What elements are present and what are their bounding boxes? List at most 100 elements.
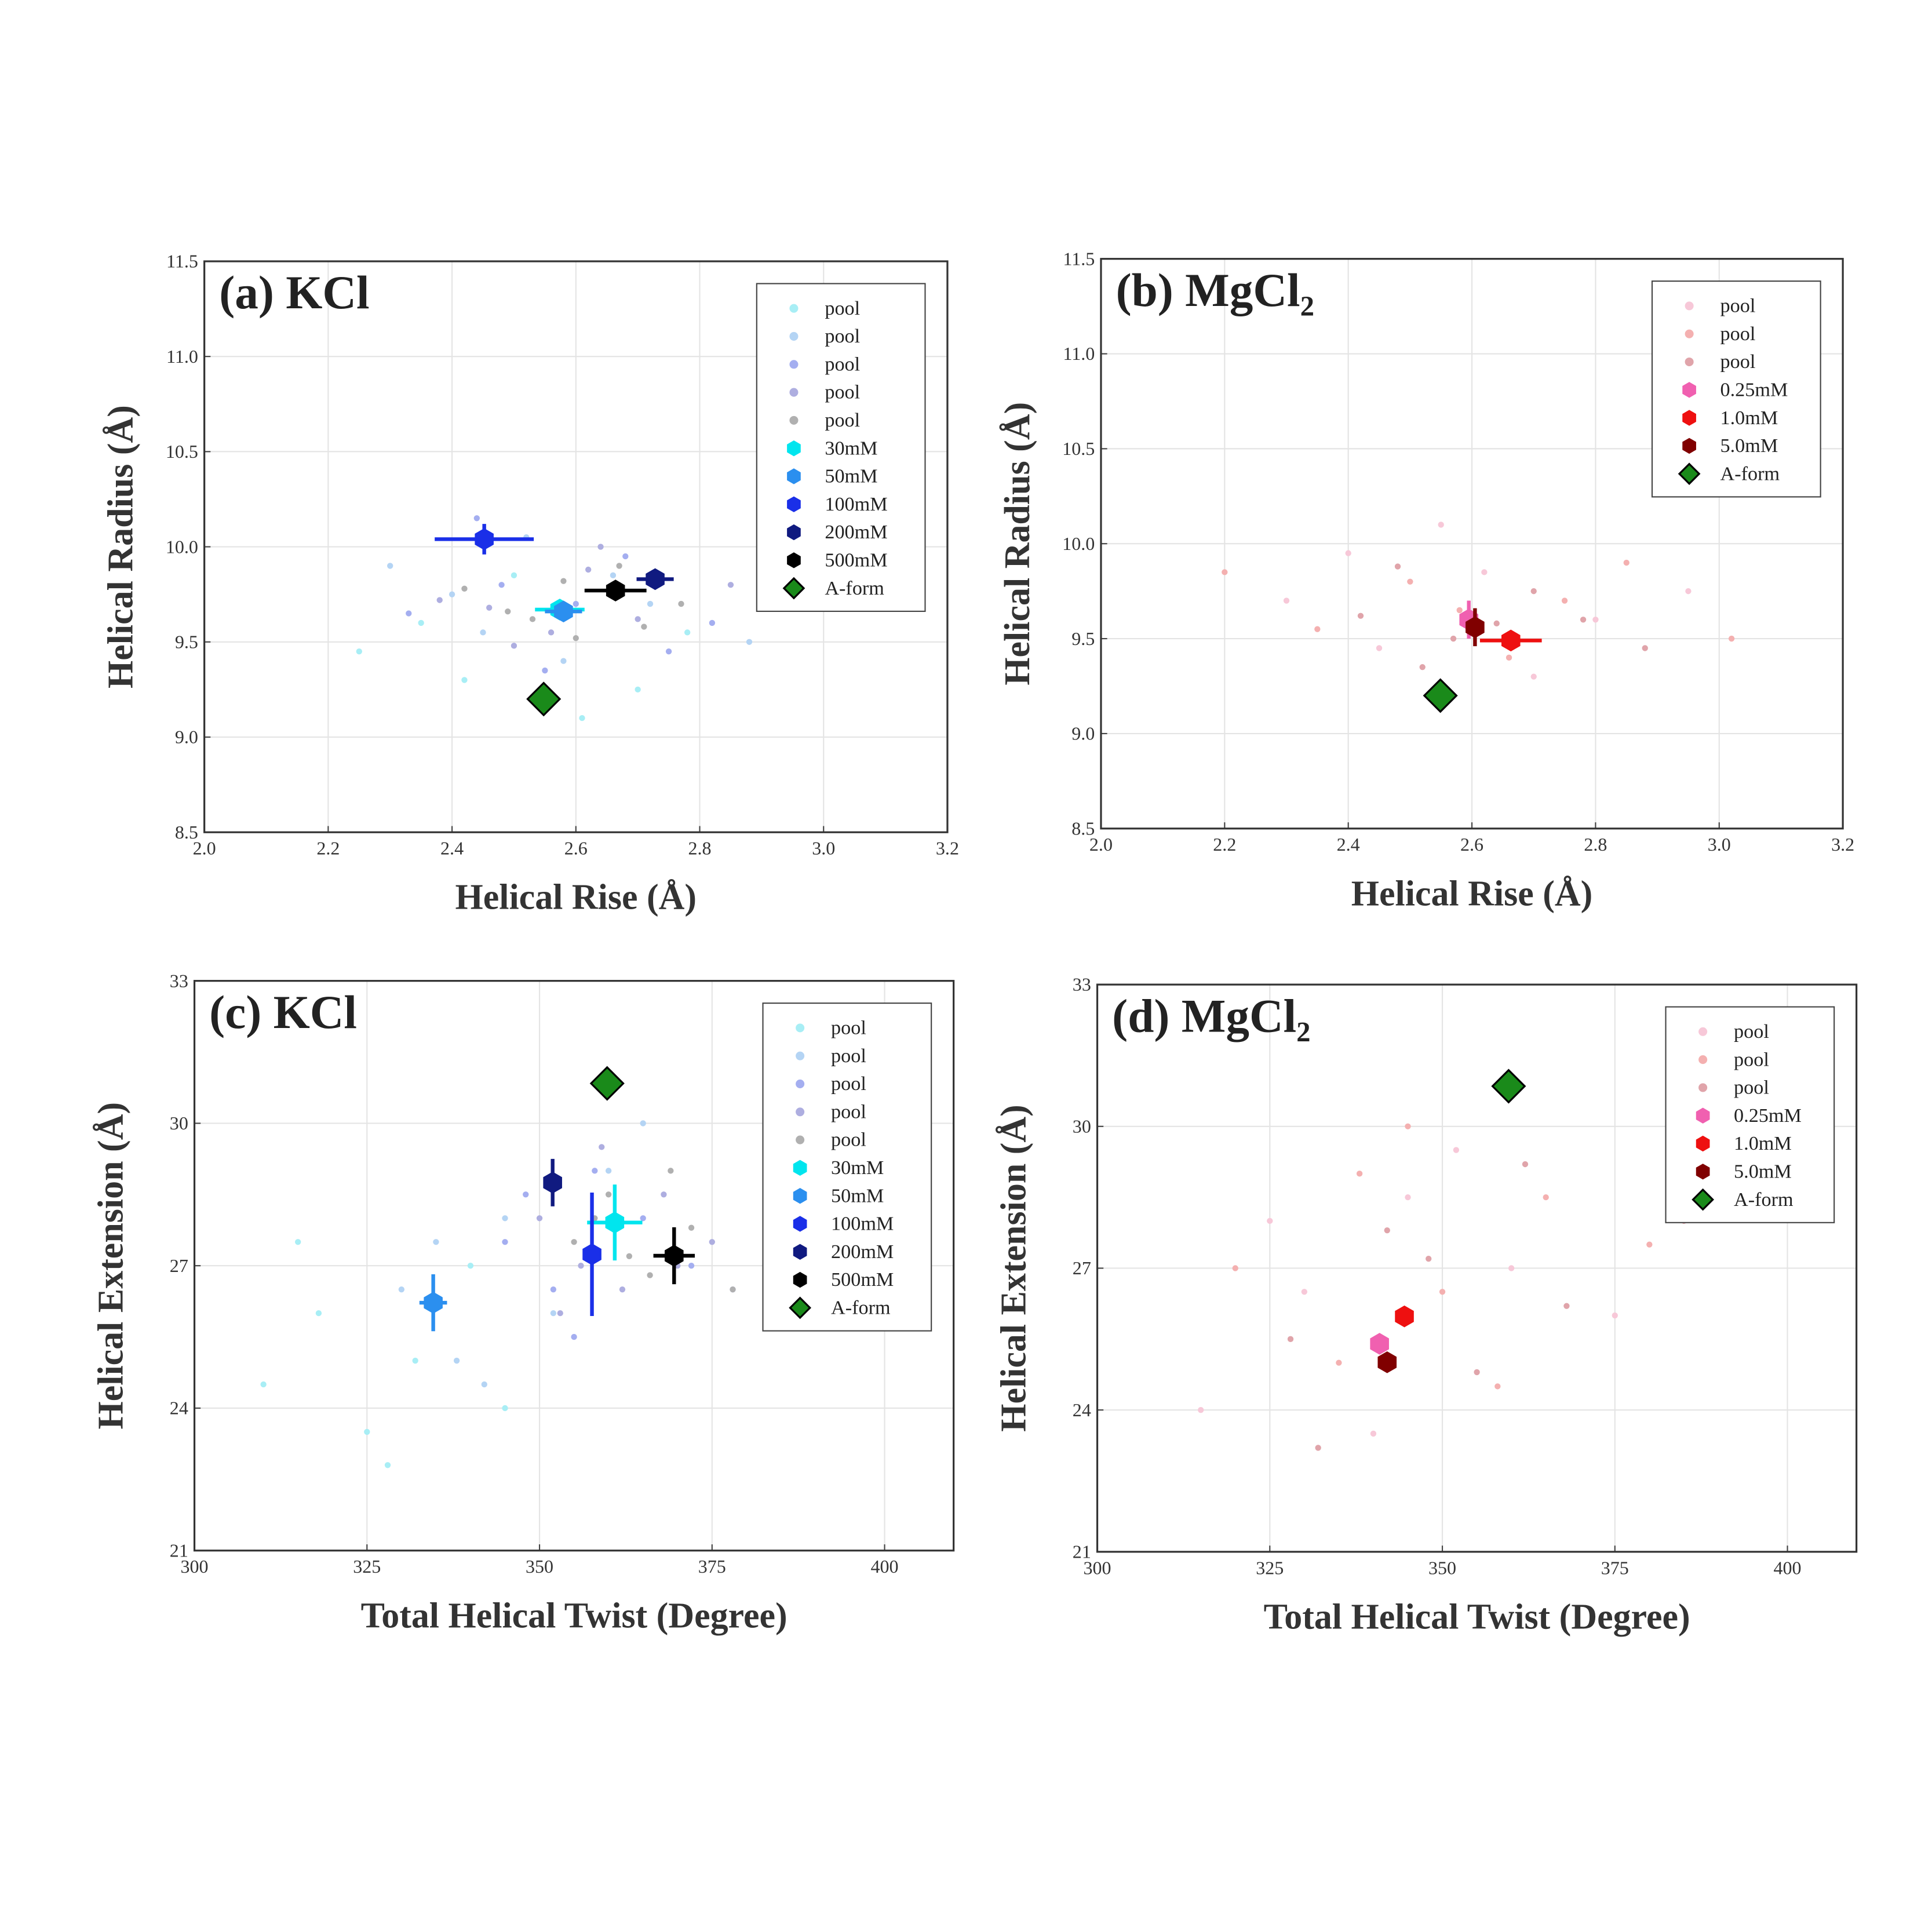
y-axis-label: Helical Extension (Å): [994, 1104, 1034, 1432]
legend-label: 50mM: [825, 466, 877, 487]
pool-point: [550, 1286, 557, 1293]
pool-point: [635, 616, 641, 622]
legend-label: 1.0mM: [1720, 407, 1778, 429]
pool-point: [579, 715, 585, 721]
pool-point: [1301, 1289, 1308, 1295]
mean-marker: [793, 1216, 807, 1232]
pool-point: [746, 639, 753, 645]
pool-point: [467, 1263, 474, 1269]
pool-point: [592, 1168, 598, 1174]
pool-point: [1561, 597, 1568, 604]
pool-point: [709, 619, 716, 626]
pool-point: [727, 582, 734, 588]
pool-point: [295, 1239, 301, 1245]
pool-point: [529, 616, 536, 622]
pool-point: [1685, 301, 1694, 311]
pool-point: [480, 629, 486, 636]
legend-label: pool: [831, 1045, 866, 1067]
legend-label: pool: [825, 353, 860, 375]
pool-point: [511, 572, 517, 578]
x-tick-label: 2.8: [688, 838, 711, 859]
plot-frame: [1096, 983, 1858, 1553]
legend-label: A-form: [1734, 1189, 1794, 1211]
x-tick-label: 300: [1084, 1557, 1111, 1578]
pool-point: [635, 686, 641, 693]
chart-title: (d) MgCl₂: [1112, 990, 1310, 1042]
pool-point: [1580, 617, 1587, 623]
legend-box: [1651, 280, 1821, 498]
a-form-marker: [1678, 462, 1701, 486]
pool-point: [473, 515, 480, 522]
mean-marker: [793, 1160, 807, 1176]
pool-point: [641, 624, 647, 630]
legend-label: 200mM: [831, 1241, 894, 1263]
x-tick-label: 400: [1773, 1557, 1801, 1578]
legend-label: 30mM: [825, 438, 877, 459]
pool-point: [498, 582, 505, 588]
pool-point: [1222, 569, 1228, 575]
y-tick-label: 8.5: [1071, 818, 1095, 839]
pool-point: [1685, 357, 1694, 367]
x-tick-label: 375: [1601, 1557, 1629, 1578]
pool-point: [1612, 1312, 1618, 1319]
pool-point: [1685, 329, 1694, 338]
pool-point: [1481, 569, 1488, 575]
x-axis-label: Helical Rise (Å): [455, 878, 697, 917]
plot-frame: [1100, 258, 1844, 830]
pool-point: [1356, 1171, 1363, 1177]
y-axis-label: Helical Radius (Å): [101, 405, 141, 688]
x-tick-label: 2.8: [1584, 834, 1607, 855]
pool-point: [796, 1135, 805, 1144]
pool-point: [505, 608, 511, 615]
mean-marker: [1377, 1351, 1397, 1373]
pool-point: [610, 572, 617, 578]
pool-point: [616, 563, 622, 569]
pool-point: [1453, 1147, 1460, 1153]
x-axis-label: Total Helical Twist (Degree): [1264, 1597, 1690, 1636]
pool-point: [1508, 1265, 1515, 1271]
pool-point: [597, 544, 604, 550]
x-tick-label: 2.6: [564, 838, 588, 859]
mean-marker: [793, 1244, 807, 1260]
pool-point: [796, 1051, 805, 1060]
legend-label: A-form: [831, 1297, 891, 1319]
pool-point: [571, 1333, 577, 1340]
y-tick-label: 24: [170, 1398, 188, 1419]
pool-point: [1287, 1336, 1294, 1342]
pool-point: [640, 1215, 646, 1222]
pool-point: [560, 578, 567, 584]
x-tick-label: 2.0: [193, 838, 216, 859]
y-tick-label: 10.5: [1062, 438, 1095, 459]
legend-label: pool: [1734, 1077, 1769, 1099]
mean-marker: [1466, 616, 1485, 639]
pool-point: [1698, 1083, 1708, 1092]
pool-point: [1198, 1407, 1204, 1413]
pool-point: [730, 1286, 736, 1293]
pool-point: [315, 1310, 322, 1317]
pool-point: [626, 1253, 633, 1259]
panel: 2.0 2.2 2.4 2.6 2.8 3.0 3.2 8.5 9.0 9.5 10.0 10.5 11…: [101, 251, 959, 917]
pool-point: [1642, 645, 1648, 651]
pool-point: [502, 1215, 508, 1222]
pool-point: [796, 1107, 805, 1117]
chart-title: (a) KCl: [219, 267, 369, 319]
pool-point: [622, 553, 629, 560]
pool-point: [619, 1286, 626, 1293]
legend-label: pool: [1720, 296, 1756, 317]
pool-point: [578, 1263, 584, 1269]
pool-point: [1563, 1303, 1570, 1309]
y-tick-label: 27: [1073, 1257, 1091, 1278]
x-tick-label: 2.2: [1213, 834, 1236, 855]
pool-point: [502, 1405, 508, 1412]
pool-point: [542, 667, 548, 674]
x-tick-label: 2.6: [1460, 834, 1483, 855]
pool-point: [1232, 1265, 1238, 1271]
y-tick-label: 21: [1073, 1541, 1091, 1562]
pool-point: [536, 1215, 543, 1222]
pool-point: [387, 563, 393, 569]
pool-point: [1314, 626, 1321, 632]
pool-point: [550, 1310, 557, 1317]
pool-point: [1376, 645, 1383, 651]
y-tick-label: 21: [170, 1540, 188, 1561]
